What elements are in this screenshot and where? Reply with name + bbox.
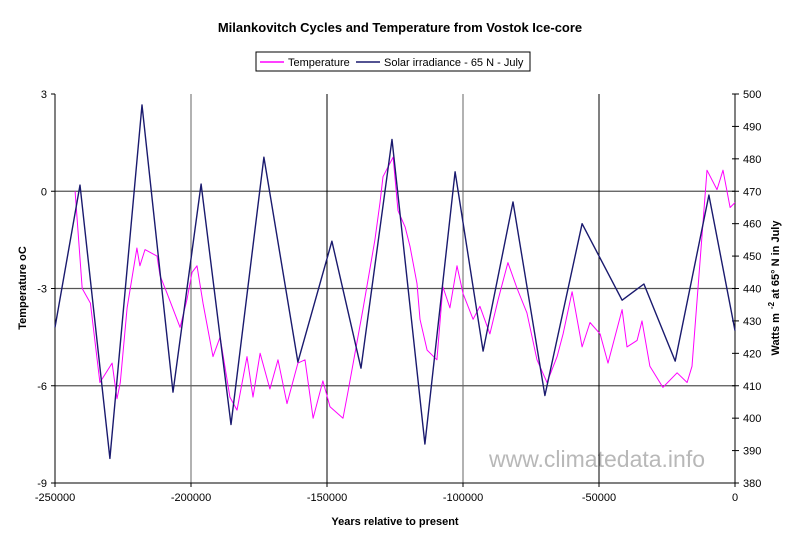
- legend-label-solar: Solar irradiance - 65 N - July: [384, 57, 524, 69]
- y2-tick-label: 470: [743, 186, 761, 198]
- y-axis-title: Temperature oC: [17, 246, 29, 330]
- y2-title-sup: -2: [767, 301, 776, 309]
- y2-tick-label: 400: [743, 413, 761, 425]
- solar-irradiance-series-line: [54, 104, 736, 460]
- y2-title-rest: at 65° N in July: [770, 220, 782, 302]
- y2-tick-label: 490: [743, 121, 761, 133]
- x-tick-label: -250000: [35, 492, 75, 504]
- y2-tick-label: 500: [743, 89, 761, 101]
- y-tick-label: -3: [37, 284, 47, 296]
- watermark: www.climatedata.info: [488, 446, 705, 472]
- y2-tick-label: 460: [743, 219, 761, 231]
- x-tick-label: -150000: [307, 492, 347, 504]
- y2-tick-label: 480: [743, 154, 761, 166]
- y2-tick-label: 420: [743, 348, 761, 360]
- y2-tick-label: 430: [743, 316, 761, 328]
- x-tick-label: -200000: [171, 492, 211, 504]
- legend-label-temperature: Temperature: [288, 57, 350, 69]
- y2-tick-label: 450: [743, 251, 761, 263]
- temperature-series-line: [74, 156, 736, 419]
- y2-title-main: Watts m: [770, 313, 782, 356]
- x-axis-title: Years relative to present: [331, 516, 459, 528]
- legend: Temperature Solar irradiance - 65 N - Ju…: [255, 51, 531, 72]
- y-tick-label: 0: [41, 186, 47, 198]
- y2-tick-label: 410: [743, 381, 761, 393]
- y-tick-label: -9: [37, 478, 47, 490]
- y2-tick-label: 380: [743, 478, 761, 490]
- y2-tick-label: 390: [743, 446, 761, 458]
- x-tick-label: -100000: [443, 492, 483, 504]
- y-tick-label: -6: [37, 381, 47, 393]
- x-tick-label: -50000: [582, 492, 616, 504]
- y2-axis-title: Watts m -2 at 65° N in July: [767, 220, 782, 356]
- y-tick-label: 3: [41, 89, 47, 101]
- x-tick-label: 0: [732, 492, 738, 504]
- y2-tick-label: 440: [743, 284, 761, 296]
- chart-title: Milankovitch Cycles and Temperature from…: [218, 20, 582, 35]
